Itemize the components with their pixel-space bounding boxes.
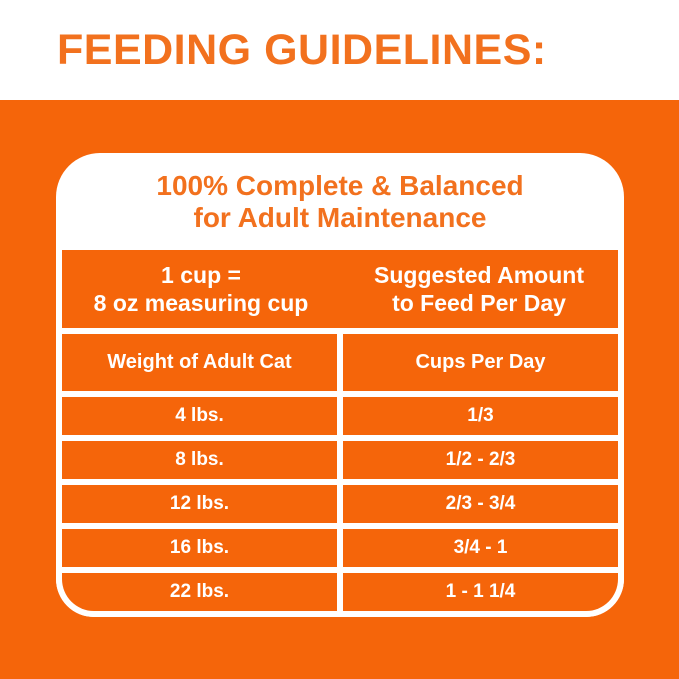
table-row: 4 lbs. 1/3	[62, 397, 618, 435]
cups-cell: 1/2 - 2/3	[343, 441, 618, 479]
page-title: FEEDING GUIDELINES:	[57, 25, 547, 74]
suggested-amount-label: Suggested Amount to Feed Per Day	[340, 250, 618, 328]
weight-cell: 22 lbs.	[62, 573, 337, 611]
card-title-line1: 100% Complete & Balanced	[156, 169, 524, 201]
table-row: 8 lbs. 1/2 - 2/3	[62, 441, 618, 479]
card-title: 100% Complete & Balanced for Adult Maint…	[56, 153, 624, 250]
suggested-amount-line1: Suggested Amount	[374, 261, 584, 288]
table-row: 16 lbs. 3/4 - 1	[62, 529, 618, 567]
suggested-amount-line2: to Feed Per Day	[392, 290, 566, 316]
column-header-cups: Cups Per Day	[343, 334, 618, 391]
cups-cell: 2/3 - 3/4	[343, 485, 618, 523]
weight-cell: 4 lbs.	[62, 397, 337, 435]
column-header-row: Weight of Adult Cat Cups Per Day	[62, 334, 618, 391]
cup-definition-line2: 8 oz measuring cup	[93, 290, 309, 316]
orange-background: 100% Complete & Balanced for Adult Maint…	[0, 100, 679, 679]
cups-cell: 1 - 1 1/4	[343, 573, 618, 611]
feeding-table-card: 100% Complete & Balanced for Adult Maint…	[56, 153, 624, 617]
cups-cell: 1/3	[343, 397, 618, 435]
card-title-line2: for Adult Maintenance	[193, 201, 487, 233]
weight-cell: 8 lbs.	[62, 441, 337, 479]
table-row: 22 lbs. 1 - 1 1/4	[62, 573, 618, 611]
cup-definition-line1: 1 cup =	[161, 261, 241, 288]
weight-cell: 16 lbs.	[62, 529, 337, 567]
table-row: 12 lbs. 2/3 - 3/4	[62, 485, 618, 523]
measuring-info-row: 1 cup = 8 oz measuring cup Suggested Amo…	[62, 250, 618, 328]
cups-cell: 3/4 - 1	[343, 529, 618, 567]
cup-definition: 1 cup = 8 oz measuring cup	[62, 250, 340, 328]
top-band: FEEDING GUIDELINES:	[0, 0, 679, 100]
column-header-weight: Weight of Adult Cat	[62, 334, 337, 391]
feeding-table: 1 cup = 8 oz measuring cup Suggested Amo…	[56, 250, 624, 617]
weight-cell: 12 lbs.	[62, 485, 337, 523]
